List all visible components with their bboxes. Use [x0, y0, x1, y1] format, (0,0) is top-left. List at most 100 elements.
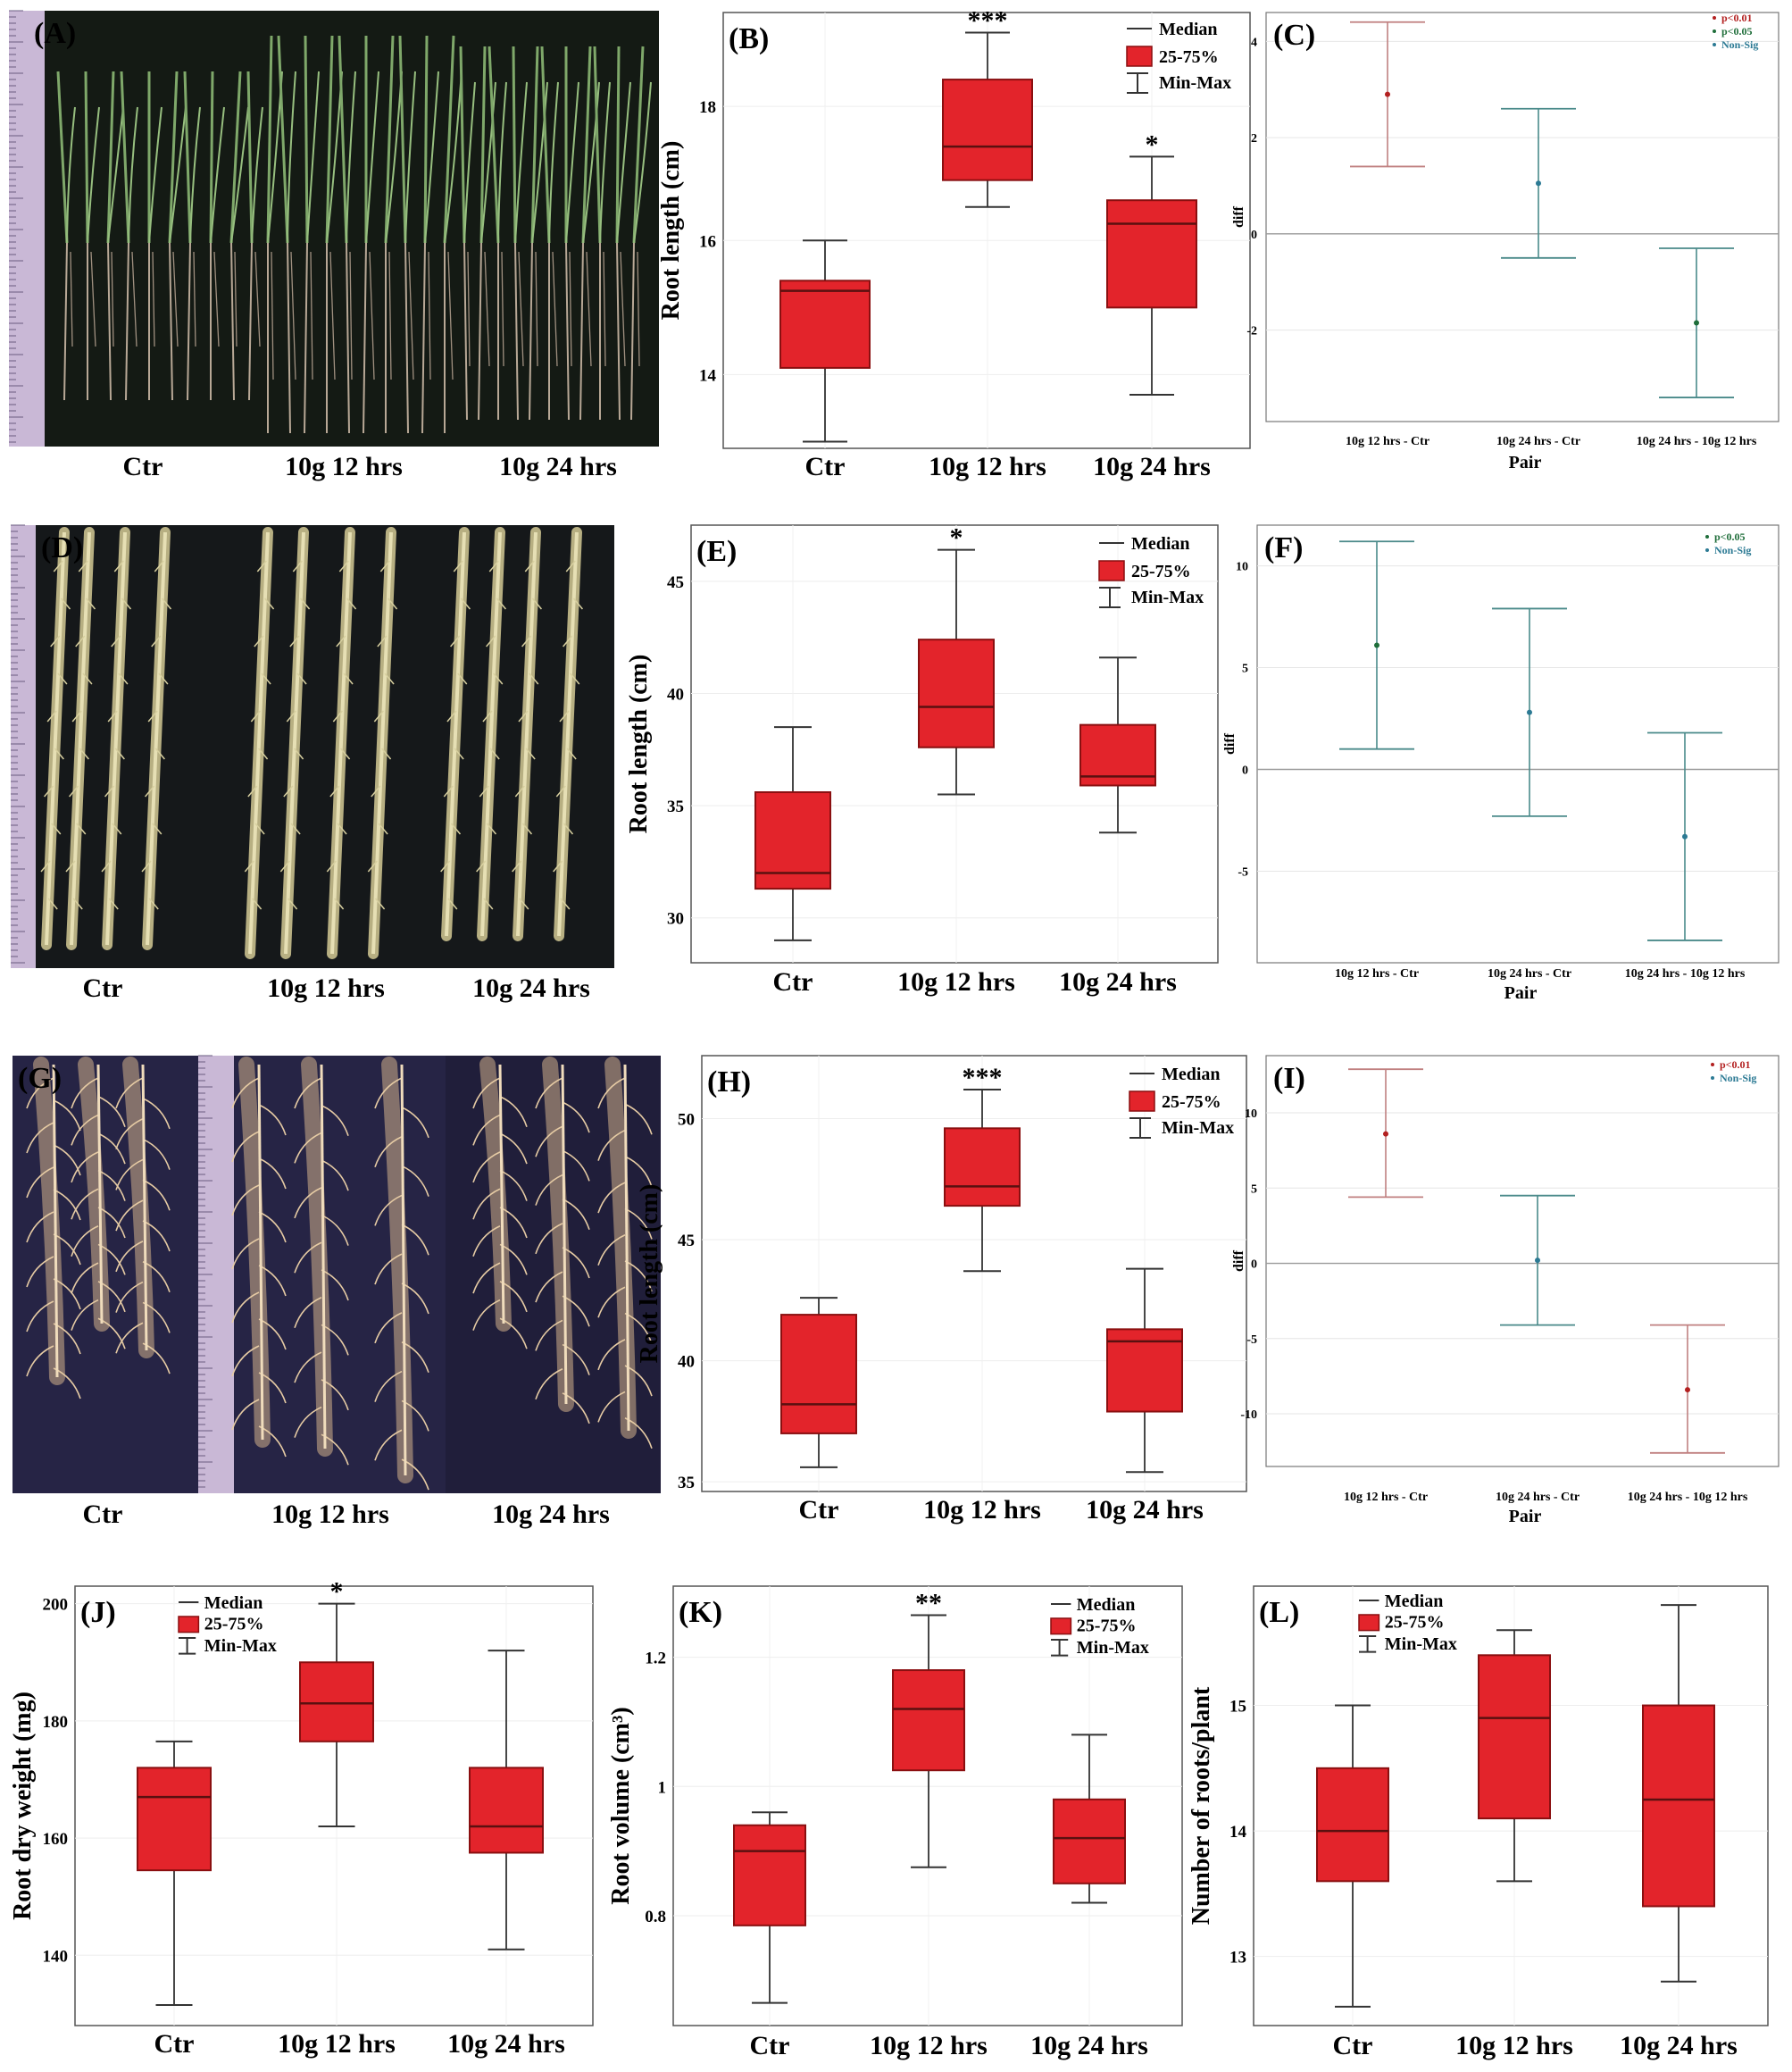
- legend-range-label: Min-Max: [1131, 588, 1204, 607]
- significance-marker: **: [915, 1589, 942, 1618]
- ruler-icon: [198, 1055, 234, 1493]
- boxplot-h: 35 40 45 50 Root length (cm) Ctr *** 10g 12 hrs…: [636, 1055, 1247, 1525]
- x-tick-label: Ctr: [773, 967, 813, 997]
- legend-iqr-swatch: [1358, 1614, 1380, 1632]
- y-tick-label: 10: [1236, 561, 1248, 574]
- legend-median-label: Median: [1159, 20, 1218, 39]
- box-iqr: [1079, 723, 1156, 787]
- significance-marker: *: [1146, 130, 1159, 159]
- interval-plot-f: 10 5 0 -5 diff 10g 12 hrs - Ctr 10g 24 hrs - C…: [1222, 524, 1779, 1003]
- x-tick-label: 10g 12 hrs: [278, 2029, 396, 2059]
- box-iqr: [1106, 199, 1197, 309]
- panel-label: (I): [1273, 1062, 1305, 1095]
- y-tick-label: 14: [1229, 1823, 1247, 1842]
- photo-label: Ctr: [83, 973, 123, 1003]
- y-axis-title: Root length (cm): [625, 655, 653, 834]
- estimate-point: [1694, 320, 1699, 326]
- interval-0: [1350, 21, 1425, 168]
- estimate-point: [1536, 180, 1541, 187]
- ruler-icon: [11, 524, 36, 968]
- box-1: *: [299, 1577, 374, 1827]
- boxplot-e: 30 35 40 45 Root length (cm) Ctr * 10g 12 hrs 10…: [625, 523, 1219, 997]
- estimate-point: [1385, 91, 1390, 97]
- boxplot-l: 13 14 15 Number of roots/plant Ctr 10g 12 hrs…: [1188, 1585, 1769, 2060]
- box-iqr: [780, 1314, 857, 1434]
- legend-range-swatch: [1359, 1635, 1377, 1653]
- x-axis-title: Pair: [1509, 1507, 1542, 1526]
- interval-0: [1339, 540, 1414, 750]
- x-tick-label: Ctr: [154, 2029, 195, 2059]
- y-tick-label: 35: [667, 798, 684, 816]
- panel-label: (C): [1273, 19, 1315, 52]
- box-iqr: [733, 1824, 806, 1926]
- x-tick-label: Ctr: [750, 2031, 790, 2060]
- y-tick-label: 5: [1251, 1182, 1257, 1196]
- legend: Median 25-75% Min-Max: [1126, 20, 1231, 94]
- y-tick-label: 180: [43, 1713, 69, 1732]
- legend-iqr-label: 25-75%: [1159, 47, 1219, 67]
- panel-label: (L): [1259, 1596, 1299, 1629]
- box-iqr: [137, 1767, 212, 1872]
- box-0: [137, 1740, 212, 2007]
- y-tick-label: 140: [43, 1947, 69, 1966]
- x-tick-label: 10g 12 hrs: [897, 967, 1015, 997]
- x-tick-label: 10g 12 hrs - Ctr: [1346, 435, 1429, 448]
- box-1: *: [918, 523, 995, 796]
- box-0: [1316, 1704, 1389, 2008]
- x-tick-label: 10g 12 hrs - Ctr: [1335, 967, 1419, 981]
- y-tick-label: 30: [667, 910, 684, 929]
- interval-2: [1647, 731, 1722, 941]
- legend-range-label: Min-Max: [1162, 1118, 1234, 1138]
- y-tick-label: 200: [43, 1596, 69, 1615]
- estimate-point: [1527, 709, 1532, 715]
- legend-label: Non-Sig: [1714, 544, 1751, 556]
- interval-plot-c: 4 2 0 -2 diff 10g 12 hrs - Ctr 10g 24 hrs - Ct…: [1231, 12, 1779, 472]
- y-tick-label: 0: [1242, 764, 1248, 777]
- legend-iqr-swatch: [1050, 1617, 1072, 1635]
- legend-iqr-label: 25-75%: [204, 1614, 264, 1633]
- photo-panel-d: (D) Ctr 10g 12 hrs 10g 24 hrs: [11, 524, 614, 1003]
- y-tick-label: 16: [699, 232, 716, 251]
- panel-label: (G): [18, 1062, 62, 1095]
- x-tick-label: 10g 12 hrs: [923, 1495, 1041, 1525]
- y-tick-label: 5: [1242, 663, 1248, 676]
- legend-range-label: Min-Max: [1385, 1634, 1457, 1654]
- photo-label: 10g 12 hrs: [267, 973, 385, 1003]
- seedling-photo-icon: [56, 35, 652, 434]
- box-iqr: [1642, 1704, 1715, 1908]
- y-axis-title: Root length (cm): [657, 141, 685, 321]
- legend-dot: [1711, 1063, 1714, 1066]
- y-tick-label: 2: [1251, 132, 1257, 146]
- root-photo-icon: [40, 527, 584, 959]
- legend-dot: [1713, 43, 1716, 46]
- legend-iqr-swatch: [1126, 46, 1153, 67]
- x-tick-label: 10g 24 hrs: [1620, 2031, 1738, 2060]
- photo-panel-g: (G) Ctr 10g 12 hrs 10g 24 hrs: [13, 1055, 661, 1529]
- x-tick-label: Ctr: [1333, 2031, 1373, 2060]
- x-tick-label: 10g 24 hrs: [1093, 452, 1211, 481]
- x-tick-label: 10g 12 hrs: [870, 2031, 988, 2060]
- box-iqr: [918, 639, 995, 748]
- y-tick-label: -5: [1246, 1333, 1257, 1347]
- x-axis-title: Pair: [1509, 453, 1542, 472]
- interval-1: [1501, 107, 1576, 259]
- legend-iqr-label: 25-75%: [1162, 1092, 1221, 1112]
- box-1: [1478, 1629, 1551, 1883]
- photo-label: 10g 12 hrs: [271, 1500, 389, 1529]
- legend-dot: [1713, 29, 1716, 33]
- y-tick-label: -2: [1246, 325, 1257, 338]
- box-0: [733, 1811, 806, 2004]
- y-tick-label: 50: [678, 1110, 695, 1129]
- panel-label: (B): [729, 22, 769, 55]
- photo-label: 10g 24 hrs: [499, 452, 617, 481]
- y-tick-label: 45: [667, 573, 684, 592]
- y-axis-title: Root length (cm): [636, 1184, 663, 1364]
- legend-range-swatch: [1051, 1639, 1069, 1657]
- significance-marker: *: [330, 1577, 344, 1607]
- box-0: [754, 726, 831, 941]
- x-tick-label: 10g 24 hrs - 10g 12 hrs: [1625, 967, 1746, 981]
- legend-iqr-swatch: [1129, 1090, 1155, 1112]
- legend-median-label: Median: [204, 1593, 263, 1613]
- y-axis-title: diff: [1222, 732, 1238, 755]
